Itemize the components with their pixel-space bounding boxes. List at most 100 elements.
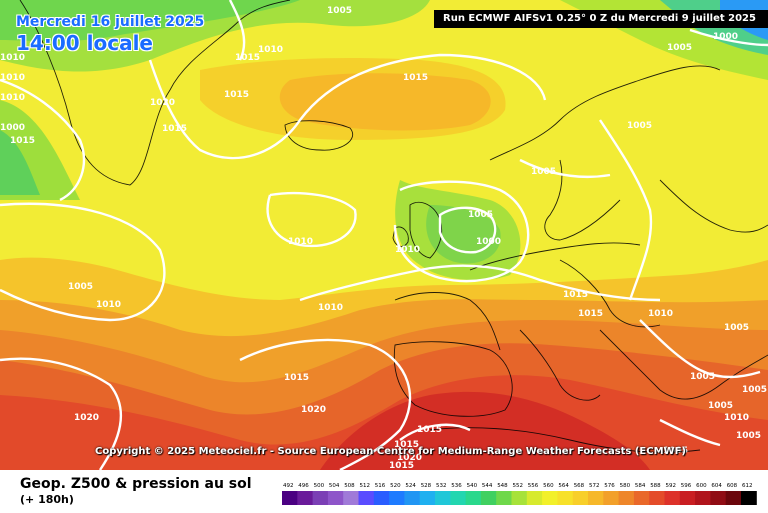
scale-swatch [496,491,512,505]
isobar-label: 1010 [0,53,25,63]
scale-tick-label: 588 [650,483,661,489]
isobar-label: 1015 [403,73,428,83]
isobar-label: 1000 [713,32,738,42]
chart-title: Geop. Z500 & pression au sol [20,476,252,492]
scale-tick-label: 584 [635,483,646,489]
isobar-label: 1020 [397,453,422,463]
isobar-label: 1015 [389,461,414,470]
scale-swatch [511,491,528,505]
scale-tick-label: 520 [390,483,401,489]
scale-tick-label: 548 [497,483,508,489]
isobar-label: 1010 [0,73,25,83]
scale-swatch [282,491,298,505]
isobar-label: 1015 [563,290,588,300]
scale-tick-label: 528 [421,483,432,489]
isobar-label: 1010 [258,45,283,55]
isobar-label: 1000 [476,237,501,247]
isobar-label: 1010 [0,93,25,103]
isobar-label: 1005 [327,6,352,16]
scale-swatch [343,491,359,505]
scale-tick-label: 592 [666,483,677,489]
scale-tick-label: 544 [482,483,493,489]
isobar-label: 1005 [742,385,767,395]
isobar-label: 1005 [531,167,556,177]
isobar-label: 1010 [395,245,420,255]
scale-tick-label: 500 [314,483,325,489]
copyright-notice: Copyright © 2025 Meteociel.fr - Source E… [95,446,686,457]
isobar-label: 1015 [394,440,419,450]
scale-swatch [542,491,558,505]
forecast-time: 14:00 locale [16,31,153,55]
isobar-label: 1015 [417,425,442,435]
scale-swatch [312,491,329,505]
isobar-label: 1005 [68,282,93,292]
scale-swatch [664,491,681,505]
scale-tick-label: 580 [620,483,631,489]
scale-tick-label: 524 [405,483,416,489]
scale-swatch [435,491,451,505]
scale-swatch [633,491,650,505]
scale-swatch [725,491,742,505]
scale-tick-label: 560 [543,483,554,489]
scale-swatch [404,491,421,505]
scale-swatch [572,491,589,505]
scale-swatch [389,491,405,505]
scale-swatch [710,491,727,505]
scale-swatch [327,491,344,505]
scale-tick-label: 608 [727,483,738,489]
scale-swatch [557,491,574,505]
scale-tick-label: 568 [574,483,585,489]
isobar-label: 1015 [224,90,249,100]
isobar-label: 1015 [162,124,187,134]
scale-tick-label: 596 [681,483,692,489]
isobar-label: 1005 [690,372,715,382]
isobar-label: 1020 [150,98,175,108]
isobar-label: 1010 [724,413,749,423]
scale-swatch [450,491,467,505]
scale-swatch [679,491,696,505]
isobar-label: 1005 [663,446,688,456]
isobar-label: 1005 [724,323,749,333]
isobar-label: 1005 [468,210,493,220]
isobar-label: 1010 [318,303,343,313]
scale-tick-label: 564 [558,483,569,489]
isobar-label: 1020 [301,405,326,415]
scale-tick-label: 492 [283,483,294,489]
isobar-label: 1005 [667,43,692,53]
isobar-label: 1000 [0,123,25,133]
scale-tick-label: 508 [344,483,355,489]
scale-tick-label: 504 [329,483,340,489]
scale-tick-label: 572 [589,483,600,489]
scale-tick-label: 536 [451,483,462,489]
isobar-label: 1015 [235,53,260,63]
isobar-label: 1015 [10,136,35,146]
forecast-lead-time: (+ 180h) [20,493,74,506]
scale-swatch [465,491,482,505]
scale-tick-label: 552 [513,483,524,489]
isobar-label: 1010 [648,309,673,319]
scale-swatch [419,491,436,505]
color-scale-legend: 492 496 500 504 508 512 516 520 524 528 532 536 540 5… [282,481,758,513]
isobar-label: 1010 [96,300,121,310]
scale-swatch [358,491,375,505]
scale-tick-label: 556 [528,483,539,489]
scale-tick-label: 512 [360,483,371,489]
scale-tick-label: 532 [436,483,447,489]
isobar-label: 1010 [288,237,313,247]
scale-tick-label: 612 [742,483,753,489]
scale-swatch [695,491,711,505]
weather-map: 1005 1010 1010 1015 1015 1015 1015 1010 … [0,0,768,470]
scale-swatch [588,491,604,505]
scale-tick-label: 604 [711,483,722,489]
scale-tick-label: 600 [696,483,707,489]
scale-swatch [373,491,390,505]
model-run-banner: Run ECMWF AIFSv1 0.25° 0 Z du Mercredi 9… [434,10,768,28]
forecast-date: Mercredi 16 juillet 2025 [16,14,205,30]
scale-swatch [618,491,635,505]
scale-swatch [649,491,665,505]
isobar-label: 1015 [578,309,603,319]
scale-swatch [741,491,757,505]
isobar-label: 1005 [736,431,761,441]
scale-swatch [480,491,497,505]
scale-tick-label: 576 [604,483,615,489]
